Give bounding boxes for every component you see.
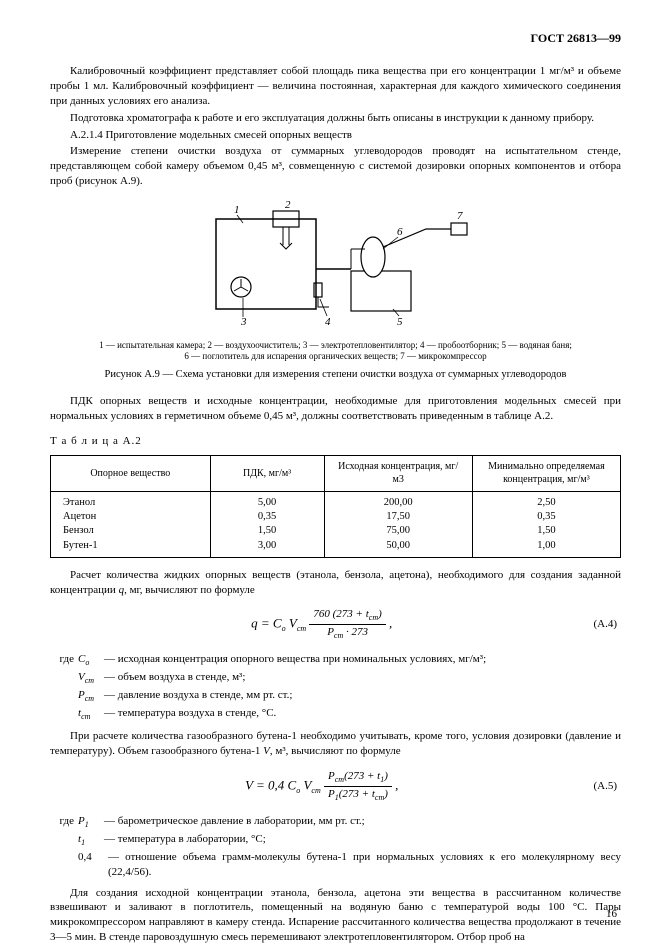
svg-text:2: 2 [285, 199, 291, 211]
para-6: Расчет количества жидких опорных веществ… [50, 568, 621, 598]
def-symbol: tст [78, 706, 104, 723]
def-row: где Cо — исходная концентрация опорного … [50, 652, 621, 669]
table-cell: 200,0017,5075,0050,00 [324, 491, 472, 557]
def-text: — объем воздуха в стенде, м³; [104, 670, 621, 685]
svg-text:6: 6 [397, 226, 403, 238]
para-7b: , м³, вычисляют по формуле [270, 745, 401, 757]
sym-V: V [263, 745, 270, 757]
figure-caption: Рисунок А.9 — Схема установки для измере… [50, 368, 621, 382]
equation-a4-body: q = Cо Vст 760 (273 + tст) Pст · 273 , [50, 607, 593, 642]
defs-1: где Cо — исходная концентрация опорного … [50, 652, 621, 723]
def-lead: где [50, 652, 78, 667]
def-text: — отношение объема грамм-молекулы бутена… [108, 850, 621, 880]
svg-text:3: 3 [240, 316, 247, 328]
svg-text:4: 4 [325, 316, 331, 328]
def-row: tст — температура воздуха в стенде, °С. [50, 706, 621, 723]
table-col-2: Исходная концентрация, мг/м3 [324, 455, 472, 491]
svg-text:5: 5 [397, 316, 403, 328]
def-text: — температура воздуха в стенде, °С. [104, 706, 621, 721]
def-text: — температура в лаборатории, °С; [104, 832, 621, 847]
table-col-0: Опорное вещество [51, 455, 211, 491]
def-row: где P1 — барометрическое давление в лабо… [50, 814, 621, 831]
para-6b: , мг, вычисляют по формуле [124, 584, 255, 596]
def-symbol: P1 [78, 814, 104, 831]
def-row: Pст — давление воздуха в стенде, мм рт. … [50, 688, 621, 705]
equation-a4: q = Cо Vст 760 (273 + tст) Pст · 273 , (… [50, 607, 621, 642]
def-symbol: Cо [78, 652, 104, 669]
equation-a5-body: V = 0,4 Cо Vст Pст(273 + t1) P1(273 + tс… [50, 769, 593, 804]
clause-num: А.2.1.4 [70, 129, 105, 141]
figure-legend: 1 — испытательная камера; 2 — воздухоочи… [50, 340, 621, 363]
para-4: Измерение степени очистки воздуха от сум… [50, 144, 621, 189]
table-title: Т а б л и ц а А.2 [50, 434, 621, 449]
para-7: При расчете количества газообразного бут… [50, 729, 621, 759]
page-number: 16 [606, 907, 617, 922]
def-row: 0,4 — отношение объема грамм-молекулы бу… [50, 850, 621, 880]
equation-a5-num: (A.5) [593, 779, 621, 794]
def-row: Vст — объем воздуха в стенде, м³; [50, 670, 621, 687]
para-5: ПДК опорных веществ и исходные концентра… [50, 394, 621, 424]
document-id: ГОСТ 26813—99 [50, 30, 621, 46]
table-cell: 5,000,351,503,00 [210, 491, 324, 557]
svg-text:7: 7 [457, 210, 463, 222]
table-col-3: Минимально определяемая концентрация, мг… [472, 455, 620, 491]
table-cell: ЭтанолАцетонБензолБутен-1 [51, 491, 211, 557]
def-symbol: Vст [78, 670, 104, 687]
para-2: Подготовка хроматографа к работе и его э… [50, 111, 621, 126]
figure-legend-b: 6 — поглотитель для испарения органическ… [184, 351, 486, 361]
figure-a9-svg: 1 2 3 4 5 6 7 [201, 199, 471, 329]
def-text: — давление воздуха в стенде, мм рт. ст.; [104, 688, 621, 703]
figure-legend-a: 1 — испытательная камера; 2 — воздухоочи… [99, 340, 572, 350]
equation-a5: V = 0,4 Cо Vст Pст(273 + t1) P1(273 + tс… [50, 769, 621, 804]
defs-2: где P1 — барометрическое давление в лабо… [50, 814, 621, 880]
def-text: — барометрическое давление в лаборатории… [104, 814, 621, 829]
def-text: — исходная концентрация опорного веществ… [104, 652, 621, 667]
def-symbol: t1 [78, 832, 104, 849]
table-a2: Опорное вещество ПДК, мг/м³ Исходная кон… [50, 455, 621, 558]
def-lead: где [50, 814, 78, 829]
def-symbol: Pст [78, 688, 104, 705]
def-symbol: 0,4 [78, 850, 108, 865]
table-col-1: ПДК, мг/м³ [210, 455, 324, 491]
svg-text:1: 1 [234, 204, 240, 216]
clause-title: Приготовление модельных смесей опорных в… [105, 129, 352, 141]
table-cell: 2,500,351,501,00 [472, 491, 620, 557]
para-8: Для создания исходной концентрации этано… [50, 886, 621, 945]
para-1: Калибровочный коэффициент представляет с… [50, 64, 621, 109]
figure-a9: 1 2 3 4 5 6 7 [50, 199, 621, 334]
para-3: А.2.1.4 Приготовление модельных смесей о… [50, 128, 621, 143]
equation-a4-num: (A.4) [593, 617, 621, 632]
def-row: t1 — температура в лаборатории, °С; [50, 832, 621, 849]
